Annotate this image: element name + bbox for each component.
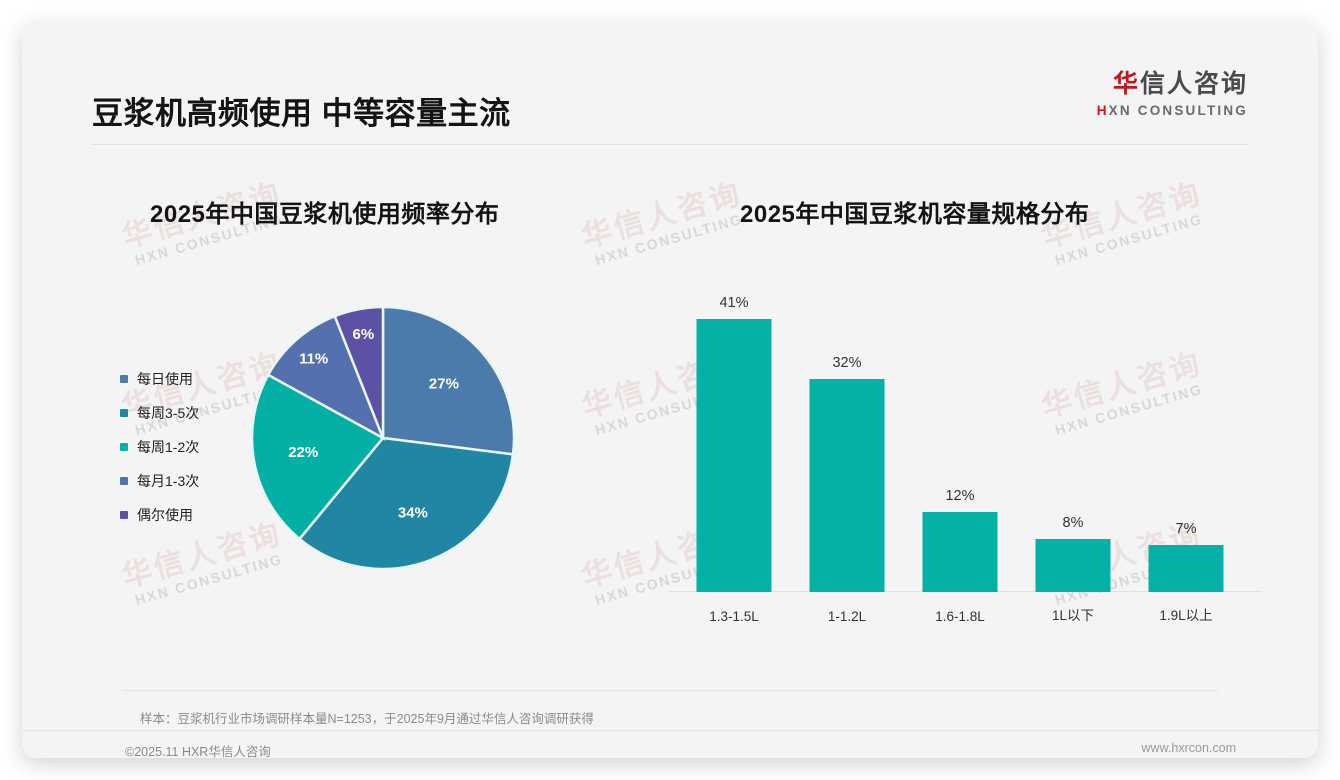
- pie-slice[interactable]: [266, 314, 386, 441]
- legend-item-label: 偶尔使用: [137, 507, 193, 523]
- bar-category-label: 1.9L以上: [1159, 608, 1213, 623]
- bar-column: 32% 1-1.2L: [793, 260, 901, 640]
- pie-slice-label: 11%: [299, 350, 328, 367]
- bar-value-label: 32%: [832, 354, 862, 371]
- bar-value-label: 41%: [719, 294, 749, 311]
- bar-column: 12% 1.6-1.8L: [906, 260, 1014, 640]
- footer-website[interactable]: www.hxrcon.com: [1141, 741, 1236, 755]
- pie-slice-label: 34%: [398, 504, 428, 521]
- bar-category-label: 1L以下: [1051, 608, 1095, 623]
- legend-item-label: 每日使用: [137, 371, 193, 387]
- bar-column: 8% 1L以下: [1019, 260, 1127, 640]
- bar-column: 41% 1.3-1.5L: [680, 260, 788, 640]
- pie-chart: 27% 34% 22% 11% 6%: [250, 305, 516, 571]
- pie-slice[interactable]: [381, 305, 516, 456]
- pie-legend: 每日使用每周3-5次 每周1-2次 每月1-3次 偶尔使用: [120, 362, 240, 532]
- legend-item-label: 每月1-3次: [137, 473, 200, 489]
- pie-chart-panel: 2025年中国豆浆机使用频率分布 每日使用每周3-5次 每周1-2次 每月1-3次偶…: [82, 180, 642, 640]
- bar-category-label: 1.3-1.5L: [709, 609, 759, 624]
- legend-swatch-icon: [120, 409, 128, 417]
- logo-accent-char: 华: [1112, 70, 1140, 98]
- bar[interactable]: [1148, 545, 1224, 592]
- legend-item[interactable]: 每日使用: [120, 362, 240, 396]
- bar-value-label: 12%: [945, 488, 975, 504]
- bar[interactable]: [696, 318, 772, 592]
- bar[interactable]: [809, 378, 885, 592]
- bar-chart-panel: 2025年中国豆浆机容量规格分布 41% 1.3-1.5L 32% 1-1.2L 12%…: [662, 180, 1262, 640]
- slide-card: 华信人咨询 HXN CONSULTING 华信人咨询 HXN CONSULTIN…: [22, 22, 1318, 758]
- company-logo: 华信人咨询 HXN CONSULTING: [1097, 72, 1248, 118]
- legend-swatch-icon: [120, 443, 128, 451]
- pie-slice[interactable]: [250, 373, 385, 541]
- legend-item-label: 每周1-2次: [137, 439, 200, 455]
- legend-item[interactable]: 每周1-2次: [120, 430, 240, 464]
- pie-slice[interactable]: [297, 436, 515, 571]
- pie-chart-title: 2025年中国豆浆机使用频率分布: [150, 201, 500, 228]
- bar-chart-plot: 41% 1.3-1.5L 32% 1-1.2L 12% 1.6-1.8L 8% 1L以下 7% 1…: [662, 260, 1262, 640]
- bar-category-label: 1-1.2L: [827, 609, 867, 624]
- page-title: 豆浆机高频使用 中等容量主流: [92, 96, 511, 131]
- bar-column: 7% 1.9L以上: [1132, 260, 1240, 640]
- legend-swatch-icon: [120, 375, 128, 383]
- slide-header: 豆浆机高频使用 中等容量主流 华信人咨询 HXN CONSULTING: [22, 22, 1318, 145]
- legend-item-label: 每周3-5次: [137, 405, 200, 421]
- legend-item[interactable]: 每月1-3次: [120, 464, 240, 498]
- bar-chart-title: 2025年中国豆浆机容量规格分布: [740, 201, 1090, 228]
- pie-slice-label: 27%: [429, 375, 459, 392]
- bar[interactable]: [1035, 538, 1111, 592]
- logo-english-rest: XN CONSULTING: [1108, 103, 1248, 118]
- bar-category-label: 1.6-1.8L: [935, 609, 985, 624]
- bar-value-label: 8%: [1062, 514, 1084, 531]
- legend-swatch-icon: [120, 511, 128, 519]
- header-divider: [92, 144, 1248, 145]
- logo-en-accent-char: H: [1096, 103, 1109, 118]
- bar-value-label: 7%: [1175, 521, 1197, 538]
- legend-swatch-icon: [120, 477, 128, 485]
- source-divider: [122, 690, 1218, 691]
- logo-chinese-rest: 信人咨询: [1139, 70, 1248, 98]
- legend-item[interactable]: 每周3-5次: [120, 396, 240, 430]
- legend-item[interactable]: 偶尔使用: [120, 498, 240, 532]
- pie-slice[interactable]: [333, 305, 385, 439]
- pie-chart-svg: 27% 34% 22% 11% 6%: [250, 305, 516, 571]
- bar[interactable]: [922, 512, 998, 592]
- pie-slice-label: 6%: [353, 326, 375, 343]
- logo-chinese: 华信人咨询: [1097, 72, 1248, 97]
- footer-copyright: ©2025.11 HXR华信人咨询: [125, 745, 271, 758]
- logo-english: HXN CONSULTING: [1097, 104, 1248, 118]
- pie-slice-label: 22%: [288, 444, 318, 461]
- footer-divider: [22, 730, 1318, 731]
- source-note: 样本：豆浆机行业市场调研样本量N=1253，于2025年9月通过华信人咨询调研获…: [140, 712, 594, 726]
